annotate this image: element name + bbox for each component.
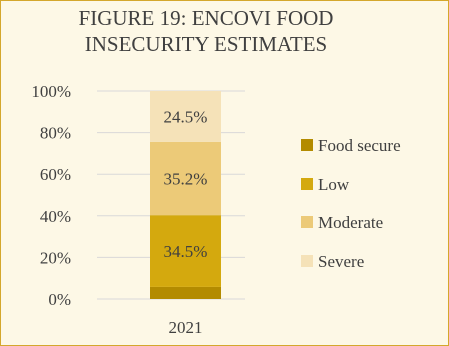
data-label: 34.5% xyxy=(164,242,208,261)
y-tick-label: 100% xyxy=(31,82,71,101)
legend-swatch xyxy=(301,139,313,151)
legend-swatch xyxy=(301,178,313,190)
bar-segment-food-secure xyxy=(150,286,221,299)
chart-title-line-2: INSECURITY ESTIMATES xyxy=(84,32,328,56)
y-tick-label: 80% xyxy=(40,124,71,143)
bar-segment-low xyxy=(150,215,221,287)
y-tick-label: 20% xyxy=(40,248,71,267)
data-label: 35.2% xyxy=(164,170,208,189)
bar-segment-moderate xyxy=(150,141,221,216)
legend-label: Food secure xyxy=(318,136,401,155)
y-tick-label: 0% xyxy=(48,290,71,309)
data-label: 24.5% xyxy=(164,107,208,126)
legend-swatch xyxy=(301,216,313,228)
legend-label: Low xyxy=(318,175,350,194)
y-tick-label: 40% xyxy=(40,207,71,226)
x-tick-label: 2021 xyxy=(169,318,203,337)
chart-title-line-1: FIGURE 19: ENCOVI FOOD xyxy=(78,6,334,30)
legend-swatch xyxy=(301,255,313,267)
legend-label: Moderate xyxy=(318,213,383,232)
y-tick-label: 60% xyxy=(40,165,71,184)
legend-label: Severe xyxy=(318,252,364,271)
bar-segment-severe xyxy=(150,91,221,142)
